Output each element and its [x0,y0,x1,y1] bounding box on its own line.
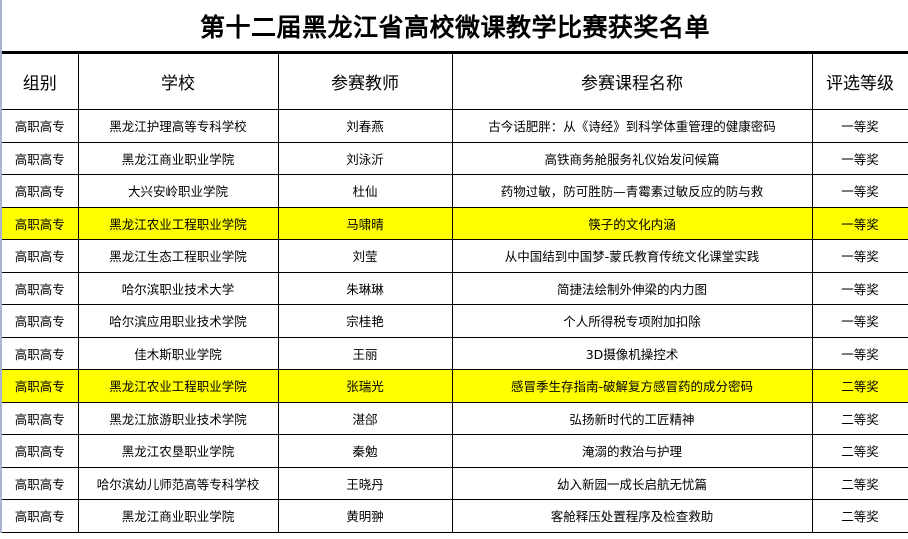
cell-group[interactable]: 高职高专 [2,336,79,370]
cell-teacher[interactable]: 刘莹 [277,239,453,273]
header-row: 组别 学校 参赛教师 参赛课程名称 评选等级 [2,53,908,110]
cell-award[interactable]: 二等奖 [811,466,908,500]
header-award: 评选等级 [811,53,908,110]
cell-course[interactable]: 药物过敏，防可胜防—青霉素过敏反应的防与救 [451,174,813,208]
table-row: 高职高专 黑龙江农垦职业学院 秦勉 淹溺的救治与护理 二等奖 [2,434,908,468]
cell-group[interactable]: 高职高专 [2,206,79,240]
cell-school[interactable]: 哈尔滨职业技术大学 [77,271,279,305]
cell-group[interactable]: 高职高专 [2,271,79,305]
cell-teacher[interactable]: 张瑞光 [277,369,453,403]
cell-award[interactable]: 一等奖 [811,141,908,175]
table-row: 高职高专 哈尔滨幼儿师范高等专科学校 王晓丹 幼入新园一成长启航无忧篇 二等奖 [2,466,908,500]
cell-award[interactable]: 一等奖 [811,239,908,273]
cell-group[interactable]: 高职高专 [2,174,79,208]
table-row: 高职高专 黑龙江旅游职业技术学院 湛郃 弘扬新时代的工匠精神 二等奖 [2,401,908,435]
cell-teacher[interactable]: 杜仙 [277,174,453,208]
header-school: 学校 [77,53,279,110]
cell-course[interactable]: 从中国结到中国梦-蒙氏教育传统文化课堂实践 [451,239,813,273]
table-row: 高职高专 黑龙江商业职业学院 刘泳沂 高铁商务舱服务礼仪始发问候篇 一等奖 [2,141,908,175]
header-group: 组别 [2,53,79,110]
table-row: 高职高专 黑龙江农业工程职业学院 马啸晴 筷子的文化内涵 一等奖 [2,206,908,240]
cell-course[interactable]: 感冒季生存指南-破解复方感冒药的成分密码 [451,369,813,403]
cell-teacher[interactable]: 湛郃 [277,401,453,435]
cell-course[interactable]: 高铁商务舱服务礼仪始发问候篇 [451,141,813,175]
cell-school[interactable]: 哈尔滨幼儿师范高等专科学校 [77,466,279,500]
cell-group[interactable]: 高职高专 [2,369,79,403]
cell-award[interactable]: 一等奖 [811,336,908,370]
cell-school[interactable]: 黑龙江旅游职业技术学院 [77,401,279,435]
cell-group[interactable]: 高职高专 [2,401,79,435]
cell-school[interactable]: 哈尔滨应用职业技术学院 [77,304,279,338]
cell-award[interactable]: 一等奖 [811,109,908,143]
table-row: 高职高专 哈尔滨应用职业技术学院 宗桂艳 个人所得税专项附加扣除 一等奖 [2,304,908,338]
cell-school[interactable]: 大兴安岭职业学院 [77,174,279,208]
cell-school[interactable]: 黑龙江农业工程职业学院 [77,206,279,240]
cell-teacher[interactable]: 朱琳琳 [277,271,453,305]
cell-course[interactable]: 个人所得税专项附加扣除 [451,304,813,338]
cell-teacher[interactable]: 王丽 [277,336,453,370]
cell-teacher[interactable]: 刘春燕 [277,109,453,143]
cell-school[interactable]: 黑龙江农垦职业学院 [77,434,279,468]
cell-school[interactable]: 黑龙江农业工程职业学院 [77,369,279,403]
table-row: 高职高专 黑龙江生态工程职业学院 刘莹 从中国结到中国梦-蒙氏教育传统文化课堂实践 一等… [2,239,908,273]
sheet-title: 第十二届黑龙江省高校微课教学比赛获奖名单 [2,0,908,53]
cell-group[interactable]: 高职高专 [2,141,79,175]
table-row: 高职高专 黑龙江商业职业学院 黄明翀 客舱释压处置程序及检查救助 二等奖 [2,499,908,533]
cell-award[interactable]: 二等奖 [811,499,908,533]
cell-group[interactable]: 高职高专 [2,466,79,500]
cell-course[interactable]: 3D摄像机操控术 [451,336,813,370]
cell-group[interactable]: 高职高专 [2,109,79,143]
cell-school[interactable]: 黑龙江护理高等专科学校 [77,109,279,143]
cell-group[interactable]: 高职高专 [2,239,79,273]
cell-group[interactable]: 高职高专 [2,434,79,468]
cell-award[interactable]: 一等奖 [811,206,908,240]
cell-course[interactable]: 淹溺的救治与护理 [451,434,813,468]
cell-award[interactable]: 二等奖 [811,369,908,403]
header-teacher: 参赛教师 [277,53,453,110]
cell-group[interactable]: 高职高专 [2,499,79,533]
cell-course[interactable]: 古今话肥胖：从《诗经》到科学体重管理的健康密码 [451,109,813,143]
cell-teacher[interactable]: 宗桂艳 [277,304,453,338]
cell-school[interactable]: 佳木斯职业学院 [77,336,279,370]
table-row: 高职高专 黑龙江农业工程职业学院 张瑞光 感冒季生存指南-破解复方感冒药的成分密码 二等… [2,369,908,403]
cell-course[interactable]: 简捷法绘制外伸梁的内力图 [451,271,813,305]
table-row: 高职高专 大兴安岭职业学院 杜仙 药物过敏，防可胜防—青霉素过敏反应的防与救 一等奖 [2,174,908,208]
cell-award[interactable]: 一等奖 [811,304,908,338]
cell-course[interactable]: 弘扬新时代的工匠精神 [451,401,813,435]
award-table: 组别 学校 参赛教师 参赛课程名称 评选等级 高职高专 黑龙江护理高等专科学校 刘春… [2,53,908,533]
cell-teacher[interactable]: 王晓丹 [277,466,453,500]
cell-course[interactable]: 筷子的文化内涵 [451,206,813,240]
cell-school[interactable]: 黑龙江商业职业学院 [77,499,279,533]
cell-award[interactable]: 二等奖 [811,401,908,435]
table-row: 高职高专 佳木斯职业学院 王丽 3D摄像机操控术 一等奖 [2,336,908,370]
table-row: 高职高专 黑龙江护理高等专科学校 刘春燕 古今话肥胖：从《诗经》到科学体重管理的健康密… [2,109,908,143]
table-row: 高职高专 哈尔滨职业技术大学 朱琳琳 简捷法绘制外伸梁的内力图 一等奖 [2,271,908,305]
cell-award[interactable]: 二等奖 [811,434,908,468]
cell-teacher[interactable]: 秦勉 [277,434,453,468]
cell-award[interactable]: 一等奖 [811,271,908,305]
cell-award[interactable]: 一等奖 [811,174,908,208]
cell-teacher[interactable]: 刘泳沂 [277,141,453,175]
header-course: 参赛课程名称 [451,53,813,110]
cell-teacher[interactable]: 马啸晴 [277,206,453,240]
cell-teacher[interactable]: 黄明翀 [277,499,453,533]
cell-school[interactable]: 黑龙江商业职业学院 [77,141,279,175]
cell-group[interactable]: 高职高专 [2,304,79,338]
cell-course[interactable]: 幼入新园一成长启航无忧篇 [451,466,813,500]
cell-course[interactable]: 客舱释压处置程序及检查救助 [451,499,813,533]
cell-school[interactable]: 黑龙江生态工程职业学院 [77,239,279,273]
